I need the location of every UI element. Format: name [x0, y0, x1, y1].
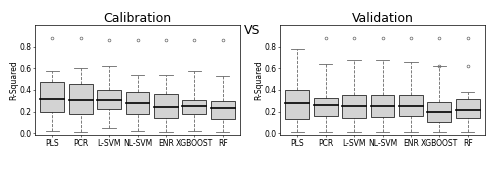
- Bar: [456, 99, 480, 118]
- Bar: [40, 82, 64, 112]
- Y-axis label: R-Squared: R-Squared: [9, 60, 18, 100]
- Title: Calibration: Calibration: [104, 12, 172, 25]
- Bar: [428, 102, 452, 122]
- Bar: [370, 95, 394, 117]
- Title: Validation: Validation: [352, 12, 414, 25]
- Y-axis label: R-Squared: R-Squared: [254, 60, 263, 100]
- Bar: [342, 95, 366, 118]
- Bar: [68, 83, 92, 114]
- Bar: [399, 95, 423, 116]
- Bar: [97, 90, 121, 109]
- Text: VS: VS: [244, 24, 261, 37]
- Bar: [285, 90, 309, 119]
- Bar: [182, 100, 206, 114]
- Bar: [211, 101, 235, 119]
- Bar: [154, 94, 178, 118]
- Bar: [126, 92, 150, 114]
- Bar: [314, 98, 338, 116]
